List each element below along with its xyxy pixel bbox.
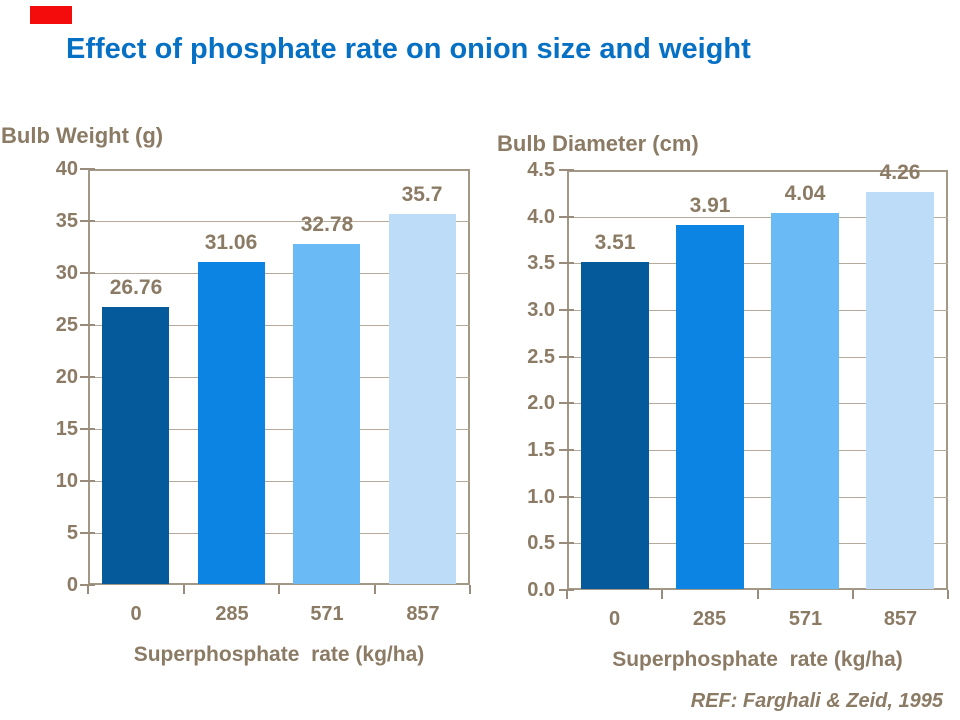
y-axis-tick [559,402,574,404]
gridline [567,217,948,218]
bar-value-label: 31.06 [204,231,258,254]
y-axis-tick-label: 0.0 [527,579,555,601]
y-axis-tick-label: 20 [55,366,78,388]
red-accent-marker [30,6,72,24]
bulb-diameter-xaxis-title: Superphosphate rate (kg/ha) [612,648,903,671]
y-axis-tick-label: 2.5 [527,346,555,368]
x-axis-tick-label: 857 [883,608,918,630]
bar [389,214,456,584]
y-axis-tick [559,356,574,358]
x-axis-tick [852,590,854,599]
y-axis-tick-label: 15 [55,418,78,440]
y-axis-tick-label: 25 [55,314,78,336]
gridline [88,533,470,534]
x-axis-tick [947,590,949,599]
y-axis-tick-label: 10 [55,470,78,492]
y-axis-tick-label: 30 [55,262,78,284]
x-axis-tick-label: 571 [310,603,344,625]
bulb-diameter-chart-title: Bulb Diameter (cm) [497,131,699,156]
gridline [88,325,470,326]
x-axis-tick [278,585,280,594]
y-axis-tick-label: 35 [55,210,78,232]
y-axis-tick [80,428,95,430]
bar-value-label: 4.04 [784,182,826,205]
x-axis-tick-label: 857 [406,603,440,625]
bulb-weight-chart-title: Bulb Weight (g) [1,123,164,148]
x-axis-tick [183,585,185,594]
x-axis-tick [87,585,89,594]
bar-value-label: 3.91 [689,194,731,217]
y-axis-tick [80,532,95,534]
y-axis-tick [559,449,574,451]
x-axis-tick-label: 571 [788,608,823,630]
x-axis-tick [757,590,759,599]
y-axis-tick-label: 4.0 [527,206,555,228]
bar [102,307,169,584]
bar-value-label: 35.7 [401,183,443,206]
y-axis-tick [559,169,574,171]
y-axis-tick-label: 5 [66,522,78,544]
y-axis-tick [559,262,574,264]
gridline [88,429,470,430]
plot-border [567,170,948,590]
y-axis-tick-label: 40 [55,158,78,180]
y-axis-tick [559,496,574,498]
gridline [567,450,948,451]
y-axis-tick-label: 0.5 [527,532,555,554]
bulb-weight-xaxis-title: Superphosphate rate (kg/ha) [133,643,425,666]
bar [581,262,649,589]
bulb-diameter-chart: Bulb Diameter (cm) Superphosphate rate (… [480,120,960,700]
x-axis-tick-label: 0 [130,603,142,625]
y-axis-tick-label: 2.0 [527,392,555,414]
y-axis-tick [559,309,574,311]
gridline [567,357,948,358]
bar [198,262,265,584]
y-axis-tick [80,376,95,378]
x-axis-tick-label: 0 [608,608,621,630]
bar [771,213,839,589]
gridline [567,497,948,498]
y-axis-tick [80,272,95,274]
y-axis-tick [80,324,95,326]
bar-value-label: 3.51 [594,231,636,254]
bar [866,192,934,589]
page-title: Effect of phosphate rate on onion size a… [66,33,751,65]
gridline [567,403,948,404]
gridline [567,310,948,311]
bar-value-label: 4.26 [879,161,921,184]
y-axis-tick-label: 0 [66,574,78,596]
bar-value-label: 26.76 [109,276,163,299]
gridline [567,543,948,544]
x-axis-tick [566,590,568,599]
y-axis-tick-label: 1.5 [527,439,555,461]
x-axis-tick [661,590,663,599]
bar-value-label: 32.78 [300,213,354,236]
x-axis-tick [374,585,376,594]
gridline [567,263,948,264]
y-axis-tick [559,542,574,544]
gridline [88,221,470,222]
y-axis-tick [80,220,95,222]
gridline [88,481,470,482]
y-axis-tick-label: 3.5 [527,252,555,274]
gridline [88,273,470,274]
reference-citation: REF: Farghali & Zeid, 1995 [690,690,943,712]
y-axis-tick-label: 3.0 [527,299,555,321]
y-axis-tick-label: 4.5 [527,159,555,181]
bulb-diameter-plot-area [567,170,948,590]
gridline [88,377,470,378]
x-axis-tick [469,585,471,594]
x-axis-tick-label: 285 [692,608,727,630]
bulb-weight-chart: Bulb Weight (g) Superphosphate rate (kg/… [0,120,480,700]
y-axis-tick [80,480,95,482]
bar [676,225,744,589]
bar [293,244,360,584]
y-axis-tick-label: 1.0 [527,486,555,508]
x-axis-tick-label: 285 [215,603,249,625]
y-axis-tick [80,168,95,170]
y-axis-tick [559,216,574,218]
